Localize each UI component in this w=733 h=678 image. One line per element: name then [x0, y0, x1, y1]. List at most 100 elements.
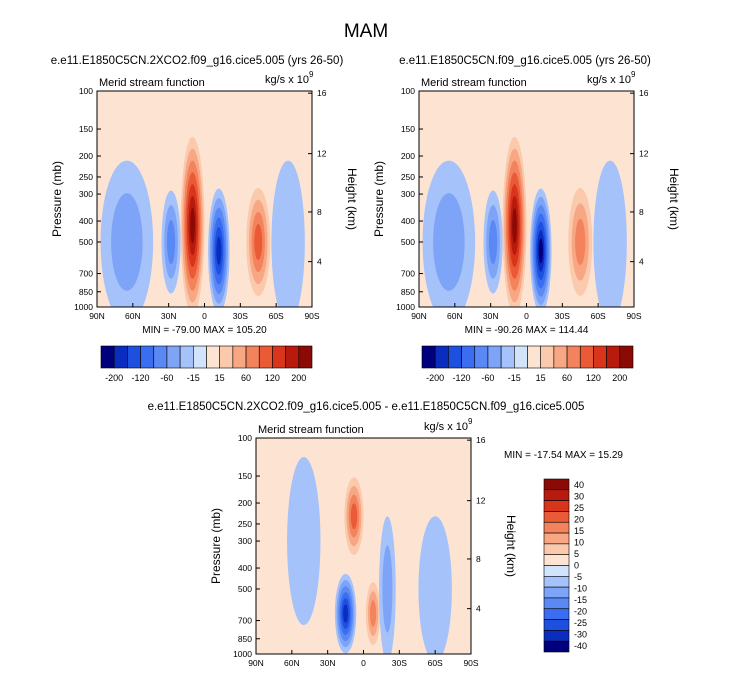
panel-2-htick-label-2: 8	[639, 207, 644, 217]
panel-1-colorbar-label-0: -200	[105, 373, 123, 383]
panel-3-xtick-label-0: 90N	[248, 658, 264, 668]
panel-2-colorbar-box-9	[540, 345, 555, 369]
panel-2-colorbar-box-0	[421, 345, 436, 369]
panel-3-xtick-label-3: 0	[361, 658, 366, 668]
panel-1-colorbar-box-10	[232, 345, 247, 369]
panel-2-colorbar-box-7	[514, 345, 528, 369]
panel-3-ytick-label-9: 1000	[233, 649, 252, 659]
panel-1-ylabel-right: Height (km)	[345, 168, 359, 230]
panel-2-htick-label-0: 16	[639, 88, 649, 98]
panel-1-ytick-label-5: 400	[79, 216, 93, 226]
panel-1-colorbar-label-6: 120	[265, 373, 280, 383]
panel-3-plot	[256, 438, 471, 654]
panel-3-colorbar-box-3	[543, 511, 570, 523]
panel-3-cell-5-level-0	[418, 516, 452, 654]
panel-1-xtick-label-2: 30N	[161, 311, 177, 321]
panel-3-htick-label-2: 8	[476, 554, 481, 564]
panel-2-xtick-label-0: 90N	[411, 311, 427, 321]
panel-3-left-title: Merid stream function	[258, 424, 364, 436]
panel-1-htick-label-1: 12	[317, 149, 327, 159]
panel-2-xtick-label-6: 90S	[626, 311, 641, 321]
panel-2-htick-label-1: 12	[639, 149, 649, 159]
panel-2-colorbar-label-1: -120	[453, 373, 471, 383]
panel-1-plot	[97, 91, 312, 307]
panel-2-colorbar-label-2: -60	[481, 373, 494, 383]
panel-1-xtick-label-5: 60S	[269, 311, 284, 321]
panel-2-ylabel: Pressure (mb)	[372, 161, 386, 237]
panel-1-run-label: e.e11.E1850C5CN.2XCO2.f09_g16.cice5.005 …	[51, 55, 344, 67]
panel-1-colorbar-box-3	[140, 345, 155, 369]
panel-3-xtick-label-1: 60N	[284, 658, 300, 668]
panel-1-cell-4-level-3	[254, 223, 263, 260]
panel-2-cell-0-level-1	[433, 193, 465, 291]
panel-2-xtick-label-4: 30S	[555, 311, 570, 321]
panel-3-ytick-label-7: 700	[238, 616, 252, 626]
panel-3-units: kg/s x 10	[424, 421, 468, 433]
panel-3-run-label: e.e11.E1850C5CN.2XCO2.f09_g16.cice5.005 …	[148, 401, 585, 413]
panel-2-colorbar-box-2	[448, 345, 462, 369]
panel-3-colorbar-label-10: -15	[574, 595, 587, 605]
panel-1-ytick-label-3: 250	[79, 172, 93, 182]
panel-2-cell-4-level-2	[575, 218, 586, 266]
panel-1-ytick-label-7: 700	[79, 269, 93, 279]
panel-3-ylabel-right: Height (km)	[504, 515, 518, 577]
panel-2-colorbar-box-14	[606, 345, 621, 369]
panel-3-ytick-label-0: 100	[238, 433, 252, 443]
panel-2-colorbar-label-6: 120	[586, 373, 601, 383]
panel-3-colorbar-label-11: -20	[574, 607, 587, 617]
panel-2-ytick-label-7: 700	[401, 269, 415, 279]
panel-1-colorbar-box-13	[272, 345, 286, 369]
panel-1-colorbar-box-0	[100, 345, 115, 369]
panel-2-cell-2-level-6	[512, 207, 517, 244]
panel-2-ytick-label-1: 150	[401, 124, 415, 134]
panel-1: Merid stream function kg/s x 10 9 90N 60N 30N…	[50, 70, 359, 383]
panel-2-colorbar-box-12	[579, 345, 594, 369]
panel-1-xtick-label-0: 90N	[89, 311, 105, 321]
panel-1-ytick-label-1: 150	[79, 124, 93, 134]
panel-1-colorbar-label-4: 15	[215, 373, 225, 383]
panel-2-colorbar-box-4	[474, 345, 489, 369]
panel-3-htick-label-1: 12	[476, 496, 486, 506]
panel-3-htick-label-3: 4	[476, 604, 481, 614]
panel-1-cell-3-level-5	[216, 236, 222, 266]
panel-3-colorbar-label-5: 10	[574, 537, 584, 547]
panel-2-ytick-label-2: 200	[401, 151, 415, 161]
panel-1-colorbar-box-5	[166, 345, 181, 369]
panel-1-left-title: Merid stream function	[99, 77, 205, 89]
panel-3-ytick-label-4: 300	[238, 536, 252, 546]
panel-2-xtick-label-5: 60S	[591, 311, 606, 321]
panel-1-ytick-label-9: 1000	[74, 302, 93, 312]
panel-1-cell-5-level-0	[271, 160, 305, 307]
panel-3-colorbar-label-9: -10	[574, 584, 587, 594]
panel-2-ytick-label-3: 250	[401, 172, 415, 182]
panel-1-cell-2-level-6	[190, 207, 195, 244]
panel-3-units-exponent: 9	[468, 417, 473, 426]
panel-1-xtick-label-1: 60N	[125, 311, 141, 321]
panel-3-ytick-label-8: 850	[238, 634, 252, 644]
panel-3-colorbar-label-13: -30	[574, 630, 587, 640]
panel-3-colorbar-label-0: 40	[574, 480, 584, 490]
panel-1-ytick-label-8: 850	[79, 287, 93, 297]
panel-1-units: kg/s x 10	[265, 74, 309, 86]
panel-3: Merid stream function kg/s x 10 9 90N 60N 30N…	[209, 417, 623, 668]
panel-3-colorbar-box-8	[543, 565, 570, 577]
panel-1-ytick-label-4: 300	[79, 189, 93, 199]
panel-3-colorbar-label-4: 15	[574, 526, 584, 536]
panel-3-cell-0-level-0	[287, 457, 321, 626]
panel-3-cell-3-level-2	[369, 600, 377, 628]
panel-3-colorbar-label-2: 25	[574, 503, 584, 513]
panel-2-ytick-label-4: 300	[401, 189, 415, 199]
panel-3-colorbar-box-0	[543, 478, 570, 491]
panel-3-ytick-label-2: 200	[238, 498, 252, 508]
panel-2-xtick-label-3: 0	[524, 311, 529, 321]
panel-3-colorbar-box-2	[543, 500, 570, 512]
panel-2-ytick-label-8: 850	[401, 287, 415, 297]
panel-2-colorbar-label-3: -15	[508, 373, 521, 383]
panel-3-colorbar-box-4	[543, 521, 570, 534]
panel-1-xtick-label-6: 90S	[304, 311, 319, 321]
panel-1-colorbar-label-5: 60	[241, 373, 251, 383]
panel-3-colorbar-label-7: 0	[574, 561, 579, 571]
panel-3-colorbar-label-6: 5	[574, 549, 579, 559]
panel-1-colorbar-box-1	[113, 345, 128, 369]
panel-3-stats: MIN = -17.54 MAX = 15.29	[504, 450, 623, 461]
